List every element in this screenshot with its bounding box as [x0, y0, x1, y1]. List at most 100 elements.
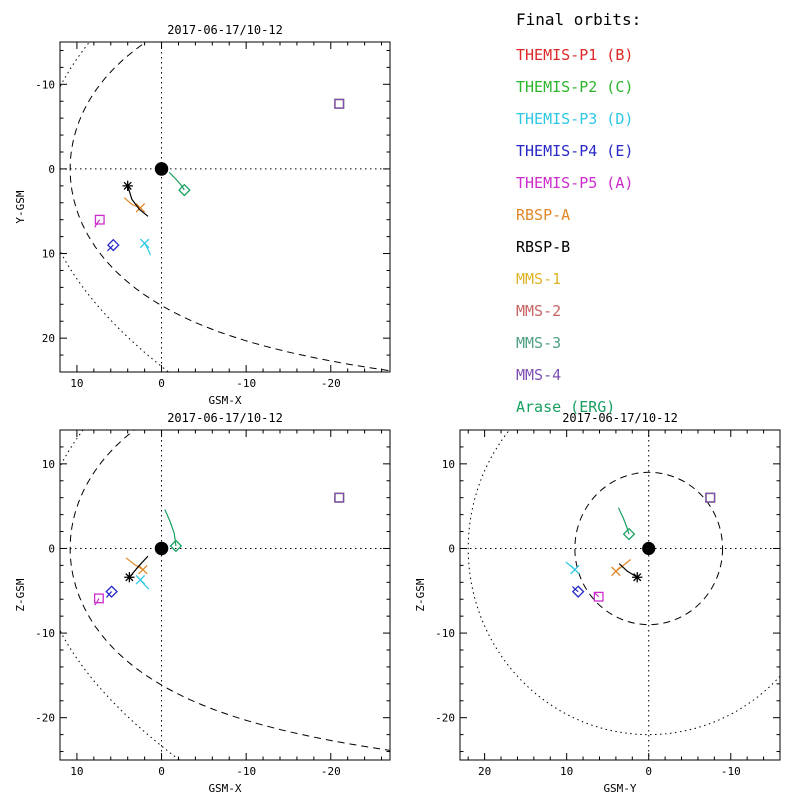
marker-mms-1	[705, 492, 716, 503]
y-axis-label: Z-GSM	[414, 578, 427, 611]
y-tick-label: -10	[35, 78, 55, 91]
marker-themis-p3-d	[570, 564, 580, 575]
y-tick-label: 0	[48, 163, 55, 176]
legend-entry-mms-4: MMS-4	[516, 366, 562, 384]
legend-entry-themis-p4-e: THEMIS-P4 (E)	[516, 142, 634, 160]
legend-entry-mms-3: MMS-3	[516, 334, 562, 352]
legend-entry-themis-p1-b: THEMIS-P1 (B)	[516, 46, 634, 64]
legend-entry-rbsp-a: RBSP-A	[516, 206, 571, 224]
marker-mms-3	[334, 492, 345, 503]
y-tick-label: 10	[442, 458, 455, 471]
magnetopause-curve	[69, 430, 390, 751]
marker-themis-p5-a	[93, 593, 104, 604]
panel-xy: 10 0 -10 -20 -10 0 10 20 2017-06-17/10-12 GSM-X Y-…	[14, 23, 391, 407]
y-tick-label: 10	[42, 248, 55, 261]
marker-rbsp-a	[611, 566, 621, 577]
legend-entry-arase-erg: Arase (ERG)	[516, 398, 616, 416]
x-tick-label: 0	[645, 765, 652, 778]
marker-themis-p3-d	[135, 575, 146, 585]
x-axis-label: GSM-Y	[603, 782, 636, 795]
x-tick-label: -10	[721, 765, 741, 778]
marker-arase-erg	[622, 527, 636, 541]
x-tick-label: 0	[158, 377, 165, 390]
orbit-trail-rbsp-b	[618, 563, 638, 578]
orbit-trail-arase-erg	[168, 171, 185, 191]
marker-mms-3	[705, 492, 716, 503]
marker-rbsp-a	[138, 564, 148, 575]
orbit-trail-rbsp-a	[125, 557, 144, 571]
legend-entry-themis-p2-c: THEMIS-P2 (C)	[516, 78, 634, 96]
panel-title: 2017-06-17/10-12	[167, 411, 283, 425]
x-tick-label: 0	[158, 765, 165, 778]
marker-themis-p3-d	[139, 238, 150, 249]
bow-shock-curve	[60, 42, 170, 372]
magnetopause-curve	[69, 42, 390, 372]
bow-shock-curve	[60, 430, 181, 760]
panel-xz: 10 0 -10 -20 10 0 -10 -20 2017-06-17/10-12 GSM-X Z…	[14, 411, 391, 795]
y-tick-label: -10	[435, 627, 455, 640]
orbit-trail-themis-p5-a	[94, 219, 101, 228]
x-tick-label: -20	[321, 377, 341, 390]
panel-frame	[59, 41, 391, 373]
orbit-trail-themis-p5-a	[94, 598, 100, 606]
orbit-trail-arase-erg	[164, 509, 177, 546]
axis-ticks: 10 0 -10 -20 -10 0 10 20	[35, 42, 390, 390]
axis-ticks: 20 10 0 -10 10 0 -10 -20	[435, 430, 780, 778]
y-tick-label: -20	[35, 712, 55, 725]
marker-rbsp-b	[632, 572, 643, 583]
marker-mms-1	[334, 98, 345, 109]
legend-entries: THEMIS-P1 (B) THEMIS-P2 (C) THEMIS-P3 (D) T…	[516, 39, 641, 423]
x-tick-label: -20	[321, 765, 341, 778]
x-axis-label: GSM-X	[208, 782, 241, 795]
marker-themis-p4-e	[571, 585, 585, 598]
x-tick-label: -10	[236, 377, 256, 390]
marker-mms-4	[334, 492, 345, 503]
marker-arase-erg	[178, 183, 191, 197]
earth-dot	[154, 541, 169, 556]
x-axis-label: GSM-X	[208, 394, 241, 407]
marker-mms-2	[334, 492, 345, 503]
y-tick-label: -20	[435, 712, 455, 725]
panel-yz: 20 10 0 -10 10 0 -10 -20 2017-06-17/10-12 GSM-Y Z-…	[414, 411, 781, 795]
legend-entry-themis-p3-d: THEMIS-P3 (D)	[516, 110, 634, 128]
earth-dot	[154, 162, 169, 176]
legend-entry-themis-p5-a: THEMIS-P5 (A)	[516, 174, 634, 192]
marker-rbsp-b	[122, 180, 133, 192]
panel-frame	[459, 429, 781, 761]
marker-mms-3	[334, 98, 345, 109]
marker-themis-p5-a	[94, 214, 105, 225]
panel-title: 2017-06-17/10-12	[167, 23, 283, 37]
x-tick-label: 10	[70, 377, 83, 390]
marker-mms-1	[334, 492, 345, 503]
marker-arase-erg	[169, 539, 183, 553]
earth-dot	[642, 541, 656, 556]
legend-entry-rbsp-b: RBSP-B	[516, 238, 571, 256]
marker-mms-4	[334, 98, 345, 109]
marker-rbsp-b	[124, 572, 135, 583]
marker-themis-p4-e	[105, 585, 118, 598]
magnetopause-circle	[574, 471, 724, 626]
x-tick-label: 20	[478, 765, 491, 778]
orbit-trail-rbsp-b	[127, 185, 149, 217]
legend-entry-mms-1: MMS-1	[516, 270, 562, 288]
x-tick-label: 10	[70, 765, 83, 778]
panel-title: 2017-06-17/10-12	[562, 411, 678, 425]
marker-rbsp-a	[135, 203, 146, 213]
legend-title: Final orbits:	[516, 10, 642, 29]
y-tick-label: 0	[448, 542, 455, 555]
marker-mms-2	[334, 98, 345, 109]
y-tick-label: 10	[42, 458, 55, 471]
axis-ticks: 10 0 -10 -20 10 0 -10 -20	[35, 430, 390, 778]
panel-frame	[59, 429, 391, 761]
y-axis-label: Z-GSM	[14, 578, 27, 611]
marker-themis-p4-e	[107, 238, 120, 252]
marker-mms-4	[705, 492, 716, 503]
x-tick-label: -10	[236, 765, 256, 778]
marker-mms-2	[705, 492, 716, 503]
y-tick-label: 0	[48, 542, 55, 555]
x-tick-label: 10	[560, 765, 573, 778]
marker-themis-p5-a	[593, 591, 604, 602]
bow-shock-circle	[467, 430, 780, 736]
